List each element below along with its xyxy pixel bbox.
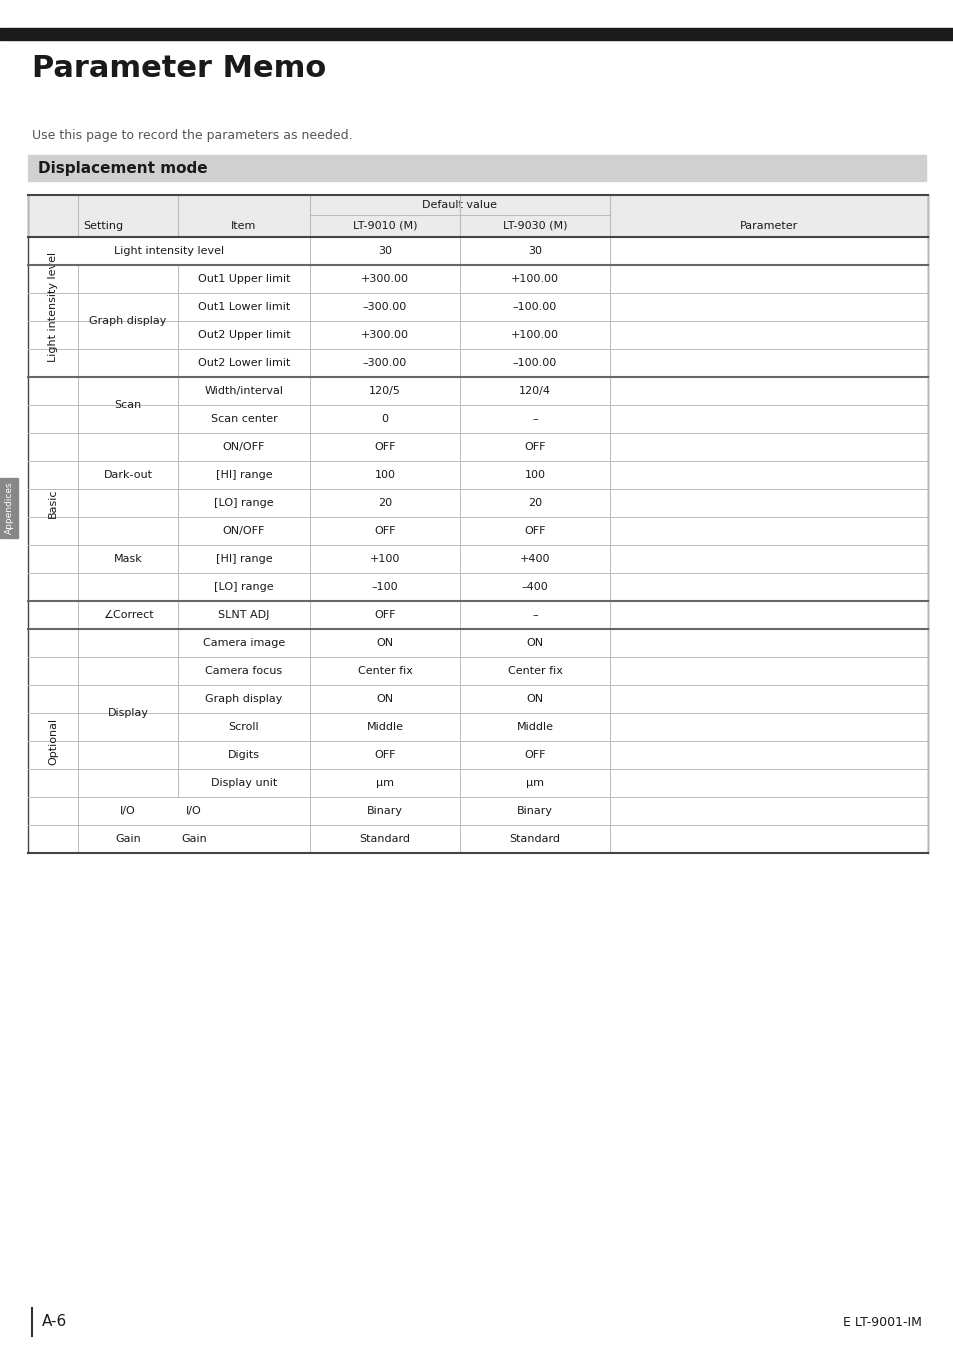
Text: Setting: Setting xyxy=(83,221,123,231)
Text: Optional: Optional xyxy=(48,717,58,764)
Text: +300.00: +300.00 xyxy=(360,274,409,284)
Text: Display unit: Display unit xyxy=(211,778,276,789)
Text: 0: 0 xyxy=(381,414,388,425)
Text: Camera image: Camera image xyxy=(203,638,285,648)
Text: Light intensity level: Light intensity level xyxy=(113,245,224,256)
Text: Use this page to record the parameters as needed.: Use this page to record the parameters a… xyxy=(32,129,353,142)
Text: 20: 20 xyxy=(527,497,541,508)
Text: OFF: OFF xyxy=(524,442,545,452)
Text: –100.00: –100.00 xyxy=(513,359,557,368)
Text: SLNT ADJ: SLNT ADJ xyxy=(218,611,270,620)
Text: Scan center: Scan center xyxy=(211,414,277,425)
Text: LT-9030 (M): LT-9030 (M) xyxy=(502,221,567,231)
Text: +100.00: +100.00 xyxy=(511,330,558,340)
Text: Gain: Gain xyxy=(115,834,141,844)
Text: Graph display: Graph display xyxy=(205,694,282,704)
Text: Scroll: Scroll xyxy=(229,723,259,732)
Text: OFF: OFF xyxy=(524,526,545,537)
Text: [LO] range: [LO] range xyxy=(214,582,274,592)
Text: OFF: OFF xyxy=(374,749,395,760)
Text: Graph display: Graph display xyxy=(90,315,167,326)
Text: –100: –100 xyxy=(372,582,398,592)
Text: –: – xyxy=(532,414,537,425)
Text: OFF: OFF xyxy=(374,526,395,537)
Text: Center fix: Center fix xyxy=(357,666,412,675)
Text: Parameter: Parameter xyxy=(740,221,798,231)
Text: Dark-out: Dark-out xyxy=(103,470,152,480)
Text: 30: 30 xyxy=(377,245,392,256)
Text: 100: 100 xyxy=(375,470,395,480)
Text: Basic: Basic xyxy=(48,488,58,518)
Text: [HI] range: [HI] range xyxy=(215,470,272,480)
Text: I/O: I/O xyxy=(120,806,135,816)
Text: –400: –400 xyxy=(521,582,548,592)
Text: Middle: Middle xyxy=(366,723,403,732)
Text: 100: 100 xyxy=(524,470,545,480)
Text: +100.00: +100.00 xyxy=(511,274,558,284)
Bar xyxy=(0,477,18,538)
Text: ON: ON xyxy=(526,638,543,648)
Text: +300.00: +300.00 xyxy=(360,330,409,340)
Text: Out1 Lower limit: Out1 Lower limit xyxy=(197,302,290,311)
Text: Standard: Standard xyxy=(509,834,560,844)
Text: ON: ON xyxy=(376,694,394,704)
Text: Display: Display xyxy=(108,708,149,718)
Text: A-6: A-6 xyxy=(42,1314,67,1329)
Text: –300.00: –300.00 xyxy=(362,302,407,311)
Text: Scan: Scan xyxy=(114,400,141,410)
Text: Appendices: Appendices xyxy=(5,481,13,534)
Text: I/O: I/O xyxy=(186,806,202,816)
Text: Middle: Middle xyxy=(516,723,553,732)
Text: Out2 Upper limit: Out2 Upper limit xyxy=(197,330,290,340)
Text: ON: ON xyxy=(376,638,394,648)
Text: +400: +400 xyxy=(519,554,550,563)
Text: Standard: Standard xyxy=(359,834,410,844)
Text: ON/OFF: ON/OFF xyxy=(223,526,265,537)
Text: Mask: Mask xyxy=(113,554,142,563)
Text: Gain: Gain xyxy=(181,834,207,844)
Text: Binary: Binary xyxy=(517,806,553,816)
Bar xyxy=(28,155,925,181)
Bar xyxy=(28,195,927,237)
Bar xyxy=(0,28,953,40)
Text: OFF: OFF xyxy=(374,442,395,452)
Text: Parameter Memo: Parameter Memo xyxy=(32,54,326,84)
Text: OFF: OFF xyxy=(524,749,545,760)
Text: Camera focus: Camera focus xyxy=(205,666,282,675)
Text: μm: μm xyxy=(525,778,543,789)
Text: –300.00: –300.00 xyxy=(362,359,407,368)
Text: +100: +100 xyxy=(370,554,399,563)
Text: –100.00: –100.00 xyxy=(513,302,557,311)
Text: Binary: Binary xyxy=(367,806,402,816)
Text: Center fix: Center fix xyxy=(507,666,562,675)
Text: ∠Correct: ∠Correct xyxy=(103,611,153,620)
Text: Width/interval: Width/interval xyxy=(204,386,283,396)
Text: Displacement mode: Displacement mode xyxy=(38,162,208,177)
Text: Digits: Digits xyxy=(228,749,260,760)
Text: 30: 30 xyxy=(527,245,541,256)
Text: E LT-9001-IM: E LT-9001-IM xyxy=(842,1316,921,1329)
Text: 120/5: 120/5 xyxy=(369,386,400,396)
Text: ON/OFF: ON/OFF xyxy=(223,442,265,452)
Text: μm: μm xyxy=(375,778,394,789)
Text: LT-9010 (M): LT-9010 (M) xyxy=(353,221,416,231)
Text: Light intensity level: Light intensity level xyxy=(48,252,58,363)
Text: OFF: OFF xyxy=(374,611,395,620)
Text: ON: ON xyxy=(526,694,543,704)
Text: 120/4: 120/4 xyxy=(518,386,551,396)
Text: [LO] range: [LO] range xyxy=(214,497,274,508)
Text: Out2 Lower limit: Out2 Lower limit xyxy=(197,359,290,368)
Text: 20: 20 xyxy=(377,497,392,508)
Text: Item: Item xyxy=(231,221,256,231)
Text: [HI] range: [HI] range xyxy=(215,554,272,563)
Text: Default value: Default value xyxy=(422,200,497,210)
Text: –: – xyxy=(532,611,537,620)
Text: Out1 Upper limit: Out1 Upper limit xyxy=(197,274,290,284)
